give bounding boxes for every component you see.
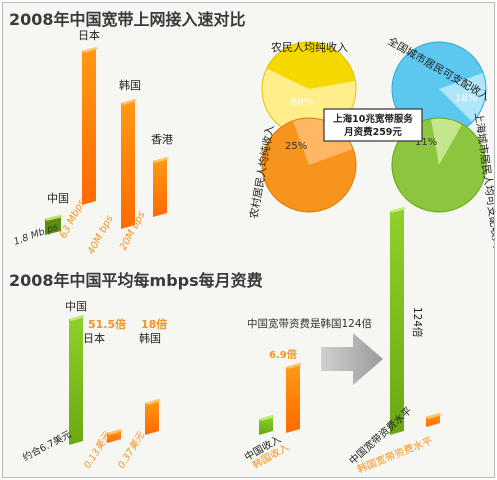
pie4-highlight-slice (430, 117, 463, 165)
fee-ratio-japan: 51.5倍 (88, 317, 126, 331)
speed-category-hongkong: 香港 (151, 133, 173, 146)
speed-value-korea: 40M bps (86, 214, 116, 257)
fee-value-china: 约合6.7美元 (21, 428, 74, 464)
infographic-canvas: 2008年中国宽带上网接入速对比 2008年中国平均每mbps每月资费 中国 日… (9, 10, 494, 476)
comparison-arrow (321, 333, 383, 385)
speed-bar-korea (121, 99, 137, 229)
fee-category-japan: 日本 (83, 331, 105, 345)
fee-category-china: 中国 (65, 300, 87, 313)
speed-chart-title: 2008年中国宽带上网接入速对比 (9, 10, 246, 29)
speed-value-china: 1.8 Mb ps (12, 222, 59, 248)
pie-urban-income-value: 18% (455, 93, 477, 104)
income-bar-china (259, 415, 275, 435)
speed-bar-hongkong (153, 157, 169, 217)
pie-rural-income-value: 60% (291, 97, 313, 108)
fee-comparison-title: 中国宽带资费是韩国124倍 (247, 317, 373, 330)
pie3-highlight-slice (439, 72, 487, 123)
speed-bar-china (45, 215, 63, 235)
fee-bar-japan (107, 429, 123, 443)
speed-bar-japan (82, 47, 98, 205)
income-value-korea: 6.9倍 (269, 348, 297, 361)
speed-category-china: 中国 (47, 192, 69, 205)
pie-rural-income-title: 农民人均纯收入 (271, 40, 348, 54)
pie-shanghai-income-value: 11% (415, 137, 437, 148)
income-bar-korea (286, 363, 302, 433)
callout-line-1: 上海10兆宽带服务 (333, 113, 413, 125)
fee-ratio-korea: 18倍 (141, 317, 167, 331)
speed-category-japan: 日本 (78, 28, 100, 42)
fee-value-japan: 0.13美元 (81, 429, 113, 471)
callout-line-2: 月资费259元 (343, 126, 402, 138)
fee-bar-korea (145, 399, 161, 435)
fee-level-bar-china (390, 207, 406, 435)
fee-level-value-china: 124倍 (411, 307, 424, 338)
shanghai-fee-callout: 上海10兆宽带服务 月资费259元 (323, 108, 423, 142)
fee-category-korea: 韩国 (139, 331, 161, 345)
pie-rural-resident-income-value: 25% (285, 141, 307, 152)
fee-chart-title: 2008年中国平均每mbps每月资费 (9, 271, 263, 290)
fee-level-bar-korea (426, 413, 442, 427)
speed-category-korea: 韩国 (119, 78, 141, 92)
fee-bar-china (69, 315, 85, 445)
